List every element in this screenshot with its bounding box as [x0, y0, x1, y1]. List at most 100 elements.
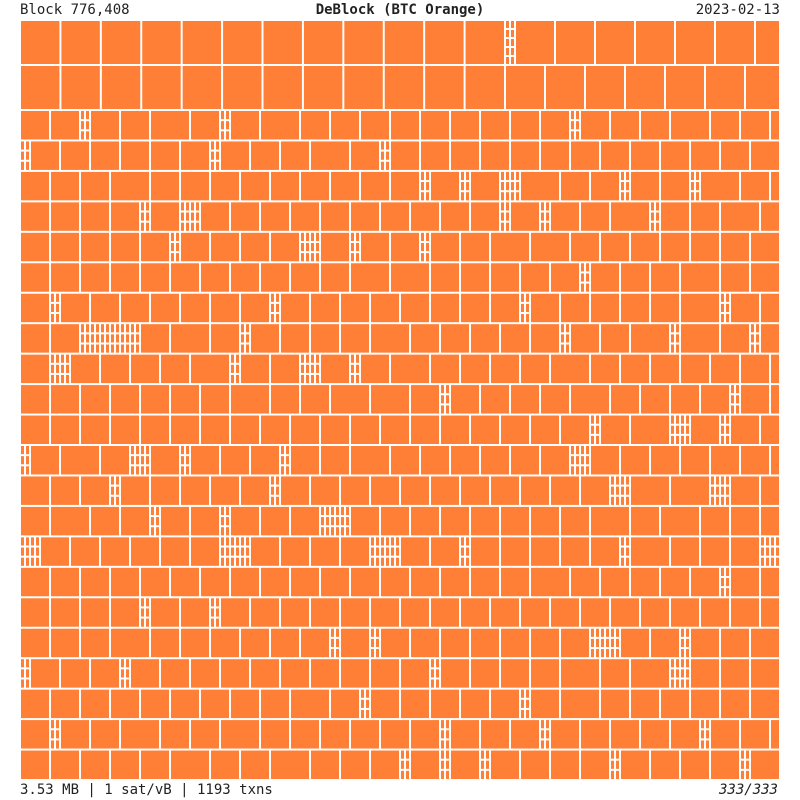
tx-tile [161, 354, 189, 384]
tx-tile [261, 202, 289, 231]
tx-tile [771, 557, 774, 566]
tx-tile [391, 354, 429, 384]
tx-tile [631, 476, 669, 505]
tx-tile [691, 689, 719, 719]
tx-tile [501, 415, 529, 444]
tx-tile [391, 111, 419, 140]
tx-tile [121, 476, 149, 505]
tx-tile [491, 750, 519, 779]
tx-tile [31, 141, 59, 170]
tx-tile [621, 182, 624, 191]
tx-tile [301, 628, 329, 658]
tx-tile [142, 66, 181, 109]
tx-tile [576, 111, 579, 120]
tx-tile [726, 486, 729, 495]
tx-tile [511, 48, 514, 55]
tx-tile [116, 486, 119, 495]
tx-tile [311, 364, 314, 373]
tx-tile [461, 232, 489, 262]
tx-tile [541, 730, 544, 739]
tx-tile [596, 425, 599, 434]
tx-tile [721, 588, 724, 597]
tx-tile [376, 537, 379, 546]
tx-tile [561, 344, 564, 353]
tx-tile [621, 171, 624, 181]
tx-tile [676, 669, 679, 678]
tx-tile [366, 709, 369, 719]
tx-tile [56, 354, 59, 363]
tx-tile [691, 182, 694, 191]
tx-tile [501, 222, 504, 231]
tx-tile [641, 720, 669, 749]
tx-tile [142, 21, 181, 64]
tx-tile [71, 537, 99, 566]
tx-tile [611, 760, 614, 769]
tx-tile [91, 344, 94, 353]
tx-tile [381, 161, 384, 170]
tx-tile [611, 476, 614, 485]
tx-tile [21, 476, 49, 505]
tx-tile [51, 202, 79, 231]
tx-tile [571, 446, 574, 455]
tx-tile [601, 638, 604, 648]
tx-tile [631, 567, 659, 597]
tx-tile [126, 679, 129, 688]
tx-tile [271, 750, 309, 779]
tx-tile [21, 293, 49, 323]
tx-tile [581, 446, 584, 455]
tx-tile [326, 527, 329, 536]
tx-tile [686, 628, 689, 637]
tx-tile [621, 476, 624, 485]
tx-tile [651, 202, 654, 211]
tx-tile [81, 111, 84, 120]
tx-tile [131, 466, 134, 475]
tx-tile [656, 222, 659, 231]
tx-tile [171, 750, 209, 779]
tx-tile [741, 750, 744, 759]
tx-tile [186, 202, 189, 211]
tx-tile [151, 527, 154, 536]
tx-tile [651, 222, 654, 231]
tx-tile [596, 415, 599, 424]
tx-tile [231, 415, 259, 444]
tx-tile [451, 750, 479, 779]
tx-tile [271, 628, 299, 658]
tx-tile [86, 344, 89, 353]
tx-tile [706, 720, 709, 729]
tx-tile [491, 293, 519, 323]
tx-tile [701, 171, 739, 201]
tx-tile [411, 750, 439, 779]
tx-tile [56, 720, 59, 729]
tx-tile [386, 151, 389, 160]
tx-tile [301, 232, 304, 241]
tx-tile [741, 111, 769, 140]
tx-tile [281, 598, 309, 627]
tx-tile [711, 496, 714, 505]
tx-tile [231, 111, 259, 140]
tx-tile [81, 415, 109, 444]
tx-tile [281, 476, 309, 505]
tx-tile [626, 192, 629, 201]
tx-tile [776, 557, 779, 566]
tx-tile [26, 679, 29, 688]
tx-tile [656, 202, 659, 211]
tx-tile [261, 567, 289, 597]
tx-tile [341, 293, 369, 323]
tx-tile [191, 720, 219, 749]
tx-tile [471, 324, 499, 353]
tx-tile [306, 253, 309, 262]
tx-tile [156, 527, 159, 536]
tx-tile [31, 659, 59, 688]
tx-tile [271, 476, 274, 485]
tx-tile [381, 202, 409, 231]
tx-tile [551, 476, 579, 505]
tx-tile [721, 202, 759, 231]
tx-tile [131, 446, 134, 455]
tx-tile [176, 242, 179, 252]
tx-tile [726, 588, 729, 597]
tx-tile [681, 293, 719, 323]
tx-tile [86, 131, 89, 140]
tx-tile [591, 293, 619, 323]
tx-tile [396, 537, 399, 546]
tx-tile [351, 263, 389, 292]
